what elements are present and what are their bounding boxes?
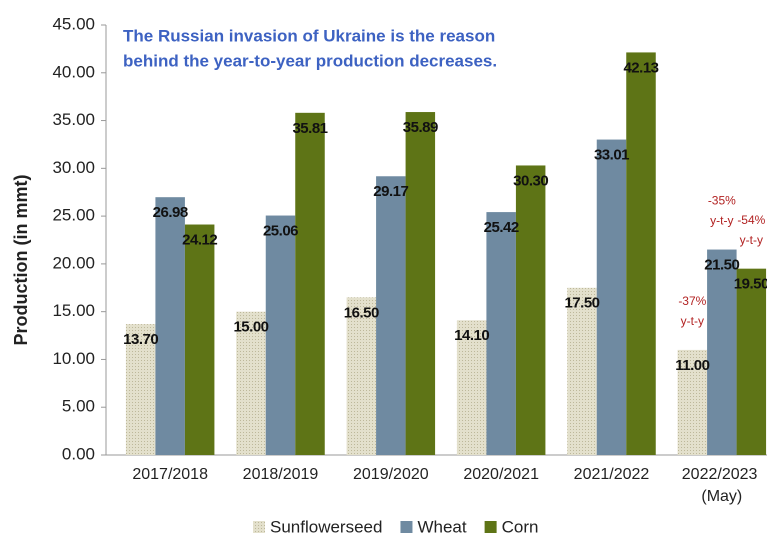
legend-swatch — [400, 521, 413, 533]
data-label: 15.00 — [233, 319, 268, 336]
change-label: y-t-y — [710, 214, 733, 228]
data-label: 25.42 — [484, 219, 519, 236]
change-label: -35% — [708, 194, 736, 208]
x-tick-label: 2019/2020 — [353, 466, 429, 483]
bar — [736, 268, 767, 455]
data-label: 30.30 — [513, 172, 548, 189]
bar — [626, 52, 656, 456]
y-axis-label: Production (in mmt) — [11, 175, 31, 346]
legend-label: Wheat — [417, 517, 466, 536]
bar — [184, 224, 215, 455]
y-tick-label: 5.00 — [62, 397, 95, 416]
data-label: 19.50 — [734, 276, 767, 293]
x-tick-label: 2021/2022 — [574, 466, 650, 483]
data-label: 17.50 — [564, 295, 599, 312]
change-label: y-t-y — [740, 233, 763, 247]
y-tick-label: 35.00 — [52, 110, 95, 129]
x-tick-label: 2018/2019 — [243, 466, 319, 483]
data-label: 16.50 — [344, 304, 379, 321]
data-label: 11.00 — [675, 357, 709, 374]
legend-swatch — [253, 521, 265, 533]
y-tick-label: 20.00 — [52, 253, 95, 272]
change-label: -37% — [678, 294, 706, 308]
bar — [295, 112, 325, 455]
bar — [155, 197, 185, 456]
y-tick-label: 25.00 — [52, 206, 95, 225]
bar — [265, 215, 296, 455]
bar — [346, 297, 377, 455]
y-tick-label: 45.00 — [52, 14, 95, 33]
bar — [707, 249, 737, 455]
legend-swatch — [484, 521, 497, 533]
x-tick-label-line: (May) — [701, 488, 742, 505]
bar — [486, 212, 516, 455]
data-label: 13.70 — [123, 331, 158, 348]
x-tick-label: 2022/2023 (May) — [682, 466, 762, 505]
x-tick-label-line: 2022/2023 — [682, 466, 762, 483]
y-tick-label: 0.00 — [62, 444, 95, 463]
y-tick-label: 40.00 — [52, 62, 95, 81]
bar — [677, 349, 708, 455]
legend-label: Sunflowerseed — [270, 517, 382, 536]
x-tick-label: 2017/2018 — [132, 466, 208, 483]
bar — [596, 139, 627, 455]
change-label: y-t-y — [681, 314, 704, 328]
data-label: 42.13 — [623, 59, 658, 76]
bar — [376, 176, 406, 455]
y-tick-label: 30.00 — [52, 158, 95, 177]
data-label: 35.89 — [403, 119, 438, 136]
x-tick-label: 2020/2021 — [463, 466, 539, 483]
data-label: 35.81 — [292, 120, 327, 137]
data-label: 24.12 — [182, 231, 217, 248]
bar — [456, 320, 487, 455]
data-label: 25.06 — [263, 223, 298, 240]
data-label: 33.01 — [594, 147, 629, 164]
bar — [125, 324, 156, 455]
change-label: -54% — [737, 213, 765, 227]
bar — [236, 311, 266, 455]
bar — [567, 287, 597, 455]
bar — [515, 165, 546, 455]
annotation: behind the year-to-year production decre… — [123, 51, 497, 70]
data-label: 26.98 — [153, 204, 188, 221]
data-label: 14.10 — [454, 327, 489, 344]
data-label: 21.50 — [704, 257, 739, 274]
annotation: The Russian invasion of Ukraine is the r… — [123, 26, 495, 45]
y-tick-label: 10.00 — [52, 349, 95, 368]
y-tick-label: 15.00 — [52, 301, 95, 320]
legend-label: Corn — [502, 517, 539, 536]
data-label: 29.17 — [373, 183, 408, 200]
bar — [405, 112, 436, 455]
